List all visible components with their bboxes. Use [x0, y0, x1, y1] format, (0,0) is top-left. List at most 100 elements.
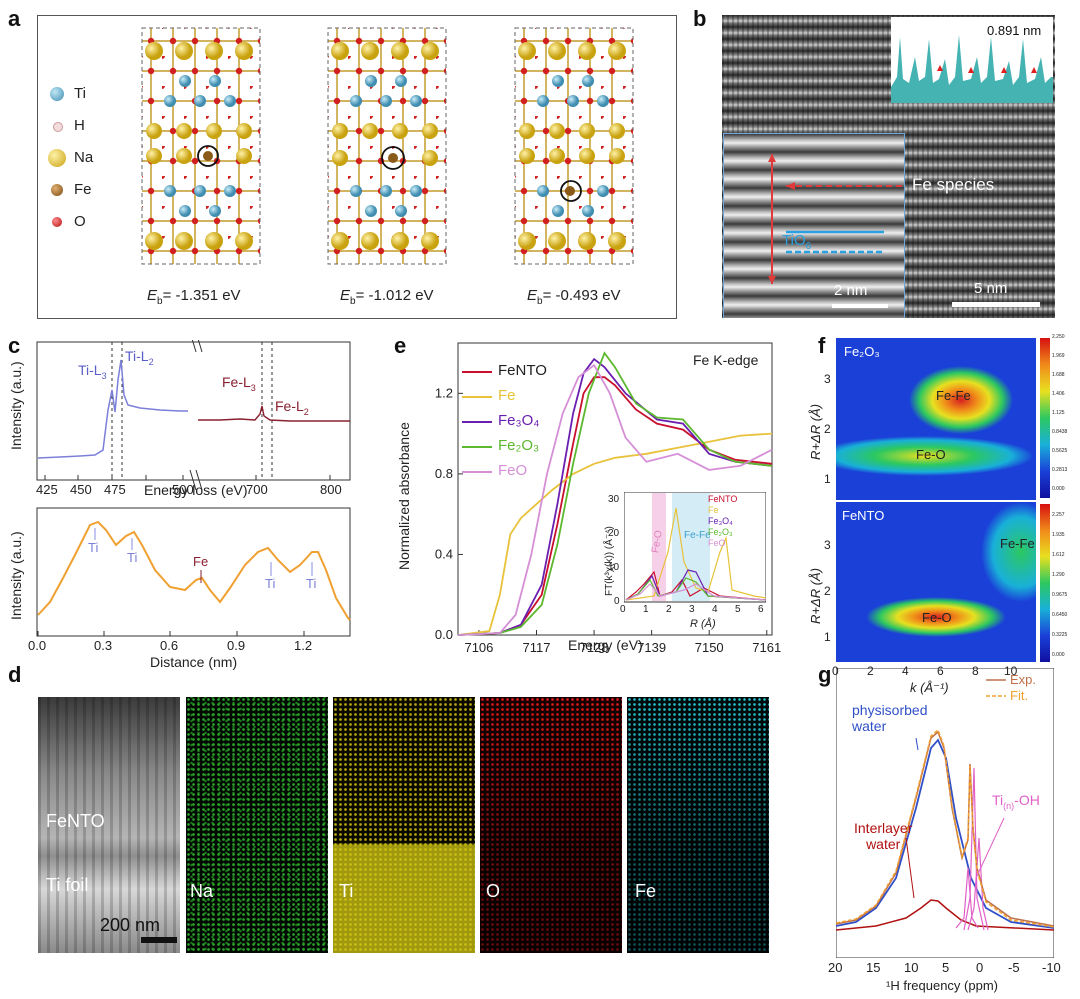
xanes-chart: 7106 7117 7128 7139 7150 7161 0.0 0.4 0.8 1.2: [435, 342, 781, 655]
c-bottom-ylabel: Intensity (a.u.): [8, 531, 24, 620]
c-tick-800: 800: [320, 482, 342, 497]
inset-xlabel: R (Å): [690, 618, 716, 630]
e-ytick-label-1: 0.4: [435, 546, 453, 561]
legend-feNTO: FeNTO: [498, 362, 547, 379]
scale-200nm-label: 200 nm: [100, 915, 161, 935]
c-tick-450: 450: [70, 482, 92, 497]
g-xticks: 20 15 10 5 0 -5 -10: [828, 960, 1061, 975]
legend-line-feo: [462, 471, 492, 473]
label-ti: Ti: [339, 881, 354, 901]
legend-ti: Ti: [74, 85, 86, 102]
c-btick-0: 0.0: [28, 638, 47, 653]
sem-image: FeNTO Ti foil 200 nm: [38, 697, 180, 953]
panel-label-d: d: [8, 662, 22, 687]
inset-legend-fe3o4: Fe₃O₄: [708, 516, 733, 526]
g-legend-fit: Fit.: [1010, 688, 1029, 703]
c-tick-475: 475: [104, 482, 126, 497]
structure-2: [327, 27, 447, 265]
panel-label-g: g: [818, 662, 832, 687]
c-tick-500: 500: [172, 482, 194, 497]
e-xtick-label-3: 7139: [637, 640, 666, 655]
c-top-xlabel: Energy loss (eV): [144, 482, 248, 498]
ti-l2-label: Ti-L2: [125, 348, 154, 367]
f-ylabel-bottom: R+ΔR (Å): [808, 567, 823, 624]
legend-line-fe2o3: [462, 446, 492, 448]
g-xlabel: ¹H frequency (ppm): [886, 978, 998, 993]
panel-label-e: e: [394, 333, 407, 358]
c-btick-2: 0.6: [160, 638, 179, 653]
legend-line-feNTO: [462, 371, 492, 373]
peak-fe: Fe: [193, 554, 209, 569]
label-feNTO: FeNTO: [46, 811, 105, 831]
cbar-top-ticks: 2.250 1.969 1.688 1.406 1.125 0.8438 0.5625 0.2…: [1052, 334, 1068, 492]
e-ytick-label-3: 1.2: [435, 385, 453, 400]
f-xlabel: k (Å⁻¹): [910, 680, 949, 695]
e-xtick-label-5: 7161: [752, 640, 781, 655]
interlayer-label: Interlayer water: [854, 820, 913, 852]
e-series-1: [457, 432, 773, 636]
structure-1: [141, 27, 261, 265]
wt-top-title: Fe₂O₃: [844, 344, 880, 359]
c-btick-4: 1.2: [294, 638, 313, 653]
panel-label-c: c: [8, 333, 21, 358]
na-map: Na: [186, 697, 328, 953]
h-atom-icon: [53, 122, 63, 132]
wt-top-feo: Fe-O: [916, 447, 946, 462]
wt-bottom-fefe: Fe-Fe: [1000, 536, 1035, 551]
e-xtick-label-4: 7150: [695, 640, 724, 655]
legend-o: O: [74, 213, 86, 230]
period-label: 0.891 nm: [987, 23, 1042, 38]
label-o: O: [486, 881, 501, 901]
fe-map: Fe: [627, 697, 769, 953]
panel-label-f: f: [818, 333, 826, 358]
cbar-bottom-ticks: 2.257 1.935 1.612 1.290 0.9675 0.6450 0.3225 0.…: [1052, 512, 1068, 658]
o-map: O: [480, 697, 622, 953]
legend-fe2o3: Fe₂O₃: [498, 437, 540, 454]
scale-bar-200nm: [141, 937, 177, 943]
f-ylabel-top: R+ΔR (Å): [808, 403, 823, 460]
legend-h: H: [74, 117, 85, 134]
legend-line-fe: [462, 396, 492, 398]
wt-top: Fe₂O₃ Fe-Fe Fe-O: [836, 338, 1036, 500]
legend-fe: Fe: [74, 181, 92, 198]
c-tick-700: 700: [246, 482, 268, 497]
panel-a-legend: Ti H Na Fe O: [48, 85, 118, 235]
panel-a-frame: [37, 15, 677, 319]
o-atom-icon: [52, 217, 62, 227]
panel-label-a: a: [8, 6, 21, 31]
scale-inset-label: 2 nm: [834, 282, 868, 299]
e-legend: FeNTO Fe Fe₃O₄ Fe₂O₃ FeO: [462, 362, 582, 502]
peak-ti-2: Ti: [127, 550, 138, 565]
energy-label-2: Eb= -1.012 eV: [340, 287, 434, 307]
inset-yticks: 0 10 20 30: [608, 494, 620, 607]
nmr-plot: Exp. Fit. physisorbed water Interlayer w…: [835, 667, 1055, 959]
label-fe: Fe: [635, 881, 657, 901]
ti-l3-label: Ti-L3: [78, 362, 107, 381]
fe-species-label: Fe species: [912, 175, 995, 194]
legend-line-fe3o4: [462, 421, 492, 423]
fe-atom-icon: [51, 184, 63, 196]
label-tifoil: Ti foil: [46, 875, 89, 895]
e-xtick-label-2: 7128: [580, 640, 609, 655]
ti-map: Ti: [333, 697, 475, 953]
legend-feo: FeO: [498, 462, 528, 479]
peak-ti-1: Ti: [88, 540, 99, 555]
e-ylabel: Normalized absorbance: [396, 422, 412, 570]
c-btick-3: 0.9: [227, 638, 246, 653]
inset-fefe-label: Fe-Fe: [684, 530, 711, 541]
tioh-label: Ti(n)-OH: [992, 792, 1040, 811]
e-title: Fe K-edge: [693, 352, 759, 368]
peak-ti-4: Ti: [306, 576, 317, 591]
inset-legend-fento: FeNTO: [708, 494, 738, 504]
peak-ti-3: Ti: [265, 576, 276, 591]
fe-l2-label: Fe-L2: [275, 398, 309, 417]
inset-legend-feo: FeO: [708, 538, 726, 548]
c-tick-425: 425: [36, 482, 58, 497]
e-series-2: [457, 357, 773, 636]
wt-top-fefe: Fe-Fe: [936, 388, 971, 403]
scale-main-label: 5 nm: [974, 280, 1008, 297]
stem-image: 0.891 nm TiO6 2 nm Fe species 5 nm: [722, 15, 1055, 318]
